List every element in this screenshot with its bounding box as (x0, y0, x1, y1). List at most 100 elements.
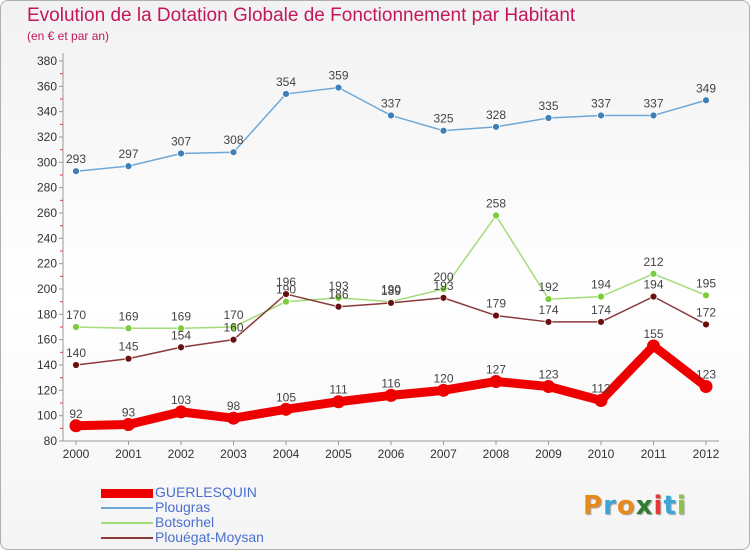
y-tick-label: 180 (37, 307, 57, 321)
data-point-plouegat-moysan (72, 361, 80, 369)
data-label-botsorhel: 195 (696, 276, 716, 290)
y-tick-label: 280 (37, 181, 57, 195)
data-label-plougras: 337 (643, 96, 663, 110)
data-label-botsorhel: 193 (328, 279, 348, 293)
data-label-plouegat-moysan: 174 (538, 303, 558, 317)
x-tick-label: 2012 (693, 447, 720, 461)
y-tick-label: 300 (37, 155, 57, 169)
data-label-botsorhel: 190 (276, 283, 296, 297)
legend-label: Plouégat-Moysan (155, 529, 264, 545)
x-tick-label: 2011 (641, 447, 667, 461)
legend-swatch (101, 488, 153, 498)
data-point-botsorhel (544, 295, 553, 304)
logo-letter: P (583, 491, 604, 521)
y-tick-label: 320 (37, 130, 57, 144)
y-tick-label: 340 (37, 105, 57, 119)
legend-swatch (101, 522, 153, 524)
data-point-botsorhel (492, 211, 500, 220)
data-point-plouegat-moysan (597, 318, 605, 326)
legend-label: GUERLESQUIN (155, 484, 257, 500)
data-point-botsorhel (334, 293, 343, 302)
data-label-plouegat-moysan: 145 (118, 340, 138, 354)
data-point-plougras (702, 96, 710, 105)
data-point-guerlesquin (437, 383, 450, 397)
data-label-plouegat-moysan: 154 (171, 328, 191, 342)
data-label-botsorhel: 258 (486, 197, 506, 211)
data-label-guerlesquin: 98 (227, 399, 241, 413)
y-tick-label: 260 (37, 206, 57, 220)
data-label-botsorhel: 169 (171, 309, 191, 323)
logo-letter: r (603, 491, 617, 521)
data-label-plouegat-moysan: 174 (591, 303, 611, 317)
data-point-plouegat-moysan (492, 311, 500, 320)
data-point-plouegat-moysan (177, 343, 185, 352)
data-point-botsorhel (702, 291, 710, 300)
data-label-botsorhel: 194 (591, 278, 611, 292)
logo-letter: o (616, 491, 636, 521)
data-label-plougras: 337 (381, 96, 401, 110)
data-point-guerlesquin (384, 388, 398, 402)
y-tick-label: 140 (37, 358, 57, 372)
data-label-guerlesquin: 111 (329, 383, 348, 397)
data-label-guerlesquin: 155 (643, 327, 663, 341)
x-tick-label: 2009 (535, 447, 562, 461)
y-tick-label: 160 (37, 333, 57, 347)
data-label-plougras: 354 (276, 75, 296, 89)
data-point-botsorhel (72, 323, 80, 331)
data-point-botsorhel (282, 297, 290, 306)
x-tick-label: 2007 (430, 447, 457, 461)
data-point-plougras (439, 126, 448, 135)
data-label-plouegat-moysan: 172 (696, 305, 716, 319)
data-point-guerlesquin (279, 402, 293, 416)
data-label-guerlesquin: 103 (171, 393, 191, 407)
data-point-plougras (597, 111, 605, 120)
logo-letter: x (635, 491, 654, 521)
data-label-botsorhel: 212 (643, 255, 663, 269)
data-label-plougras: 325 (433, 112, 453, 126)
data-point-guerlesquin (332, 395, 345, 409)
data-point-botsorhel (124, 324, 133, 333)
data-point-plougras (124, 162, 133, 171)
data-label-plouegat-moysan: 196 (276, 275, 296, 289)
data-label-plougras: 349 (696, 81, 716, 95)
data-point-guerlesquin (699, 380, 713, 394)
data-point-plougras (649, 111, 658, 120)
data-point-plouegat-moysan (124, 354, 133, 363)
x-tick-label: 2008 (483, 447, 510, 461)
data-label-guerlesquin: 112 (591, 381, 610, 395)
data-point-plougras (387, 111, 395, 120)
data-label-plougras: 297 (118, 147, 138, 161)
data-label-plouegat-moysan: 186 (328, 288, 348, 302)
data-label-guerlesquin: 123 (696, 368, 716, 382)
data-label-plougras: 359 (328, 69, 348, 83)
data-point-plouegat-moysan (282, 290, 290, 298)
data-point-guerlesquin (227, 411, 240, 425)
y-tick-label: 240 (37, 231, 57, 245)
data-point-plouegat-moysan (334, 302, 343, 311)
data-point-botsorhel (649, 269, 658, 278)
data-label-plougras: 328 (486, 108, 506, 122)
data-label-plougras: 337 (591, 96, 611, 110)
data-point-guerlesquin (647, 339, 660, 353)
data-point-guerlesquin (69, 419, 83, 433)
legend-label: Botsorhel (155, 514, 215, 530)
data-point-plouegat-moysan (229, 335, 238, 344)
data-point-plougras (282, 90, 290, 98)
data-point-plougras (72, 167, 80, 176)
y-tick-label: 100 (37, 409, 57, 423)
logo-letter: i (653, 491, 664, 521)
data-label-plougras: 308 (223, 133, 243, 147)
data-point-guerlesquin (489, 374, 503, 388)
data-label-plouegat-moysan: 140 (66, 346, 86, 360)
data-label-plougras: 335 (538, 99, 558, 113)
data-label-guerlesquin: 93 (122, 406, 136, 420)
data-point-guerlesquin (542, 380, 555, 394)
data-point-plouegat-moysan (544, 318, 553, 326)
logo-letter: i (676, 491, 687, 521)
data-label-plouegat-moysan: 179 (486, 297, 506, 311)
data-label-guerlesquin: 127 (486, 362, 506, 376)
data-point-plouegat-moysan (702, 320, 710, 329)
data-point-plougras (334, 83, 343, 92)
data-point-botsorhel (177, 324, 185, 333)
data-label-plouegat-moysan: 189 (381, 284, 401, 298)
